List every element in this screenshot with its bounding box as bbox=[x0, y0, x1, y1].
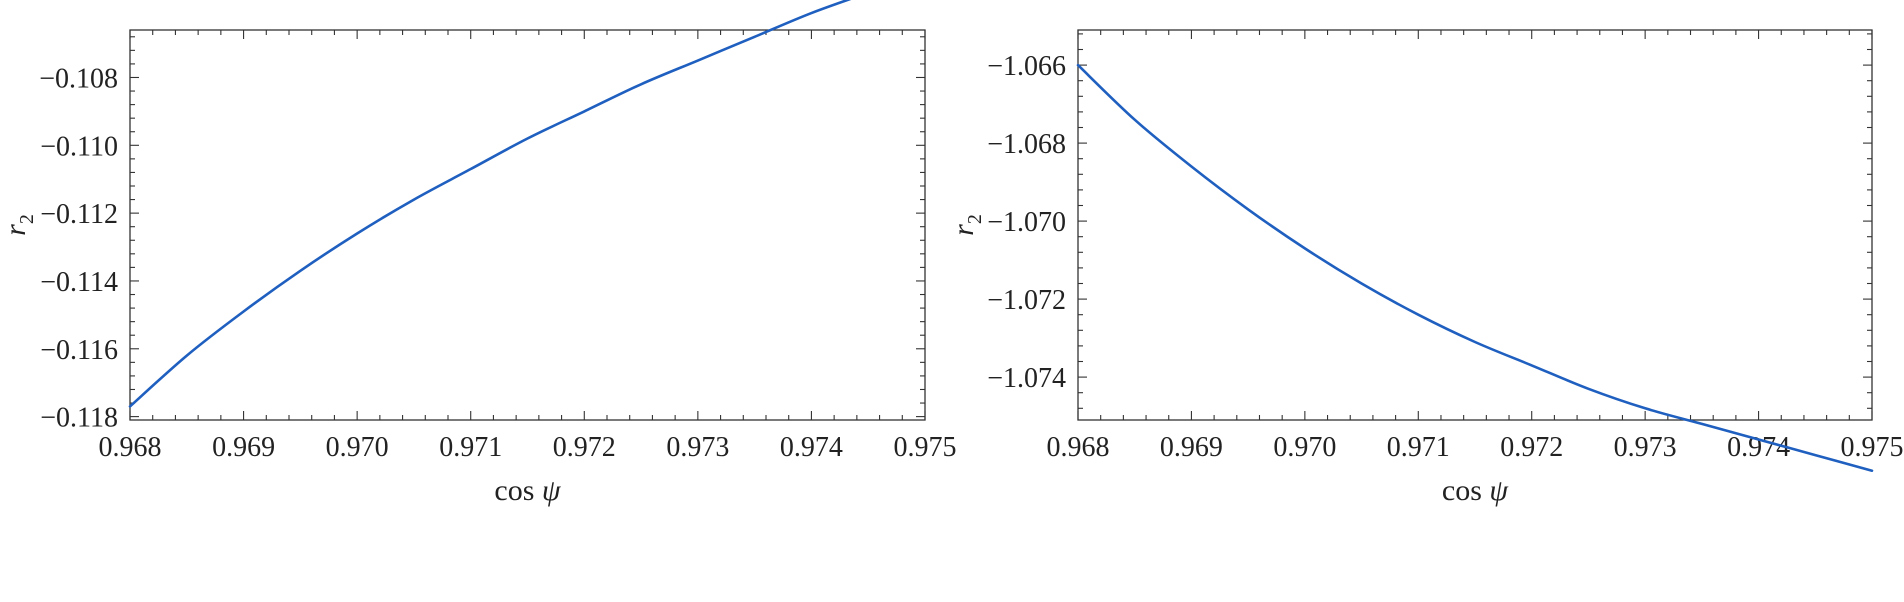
chart-panel-1: 0.968 0.969 0.970 0.971 0.972 0.973 0.974 0.975… bbox=[0, 0, 957, 507]
plot-frame bbox=[129, 29, 926, 421]
x-tick-label: 0.970 bbox=[1273, 432, 1336, 463]
y-tick-label: −1.066 bbox=[987, 51, 1066, 82]
x-tick-label: 0.974 bbox=[1727, 432, 1790, 463]
x-tick-label: 0.968 bbox=[1047, 432, 1110, 463]
x-tick-label: 0.972 bbox=[553, 432, 616, 463]
x-tick-label: 0.970 bbox=[326, 432, 389, 463]
chart-panel-2: 0.968 0.969 0.970 0.971 0.972 0.973 0.974 0.975… bbox=[947, 29, 1904, 507]
x-tick-label: 0.971 bbox=[439, 432, 502, 463]
y-tick-label: −0.108 bbox=[39, 63, 118, 94]
x-tick-label: 0.971 bbox=[1387, 432, 1450, 463]
y-tick-label: −0.110 bbox=[40, 131, 118, 162]
x-tick-label: 0.973 bbox=[1614, 432, 1677, 463]
y-tick-label: −0.118 bbox=[40, 403, 118, 434]
x-tick-label: 0.973 bbox=[666, 432, 729, 463]
y-axis-label: r2 bbox=[0, 214, 38, 236]
y-tick-label: −1.072 bbox=[987, 285, 1066, 316]
x-axis-label: cos ψ bbox=[494, 474, 562, 507]
x-tick-label: 0.975 bbox=[1841, 432, 1904, 463]
y-tick-label: −1.074 bbox=[987, 363, 1066, 394]
y-tick-label: −0.116 bbox=[40, 335, 118, 366]
series-line bbox=[128, 0, 852, 408]
y-tick-label: −1.070 bbox=[987, 207, 1066, 238]
x-tick-label: 0.969 bbox=[1160, 432, 1223, 463]
x-tick-label: 0.975 bbox=[894, 432, 957, 463]
x-tick-label: 0.969 bbox=[212, 432, 275, 463]
series-line bbox=[1076, 63, 1874, 472]
x-tick-label: 0.972 bbox=[1500, 432, 1563, 463]
y-tick-label: −0.114 bbox=[40, 267, 118, 298]
x-tick-label: 0.974 bbox=[780, 432, 843, 463]
x-axis-label: cos ψ bbox=[1442, 474, 1510, 507]
plot-frame bbox=[1077, 29, 1873, 421]
y-tick-label: −1.068 bbox=[987, 129, 1066, 160]
y-axis-label: r2 bbox=[947, 214, 986, 236]
y-tick-label: −0.112 bbox=[40, 199, 118, 230]
x-tick-label: 0.968 bbox=[99, 432, 162, 463]
